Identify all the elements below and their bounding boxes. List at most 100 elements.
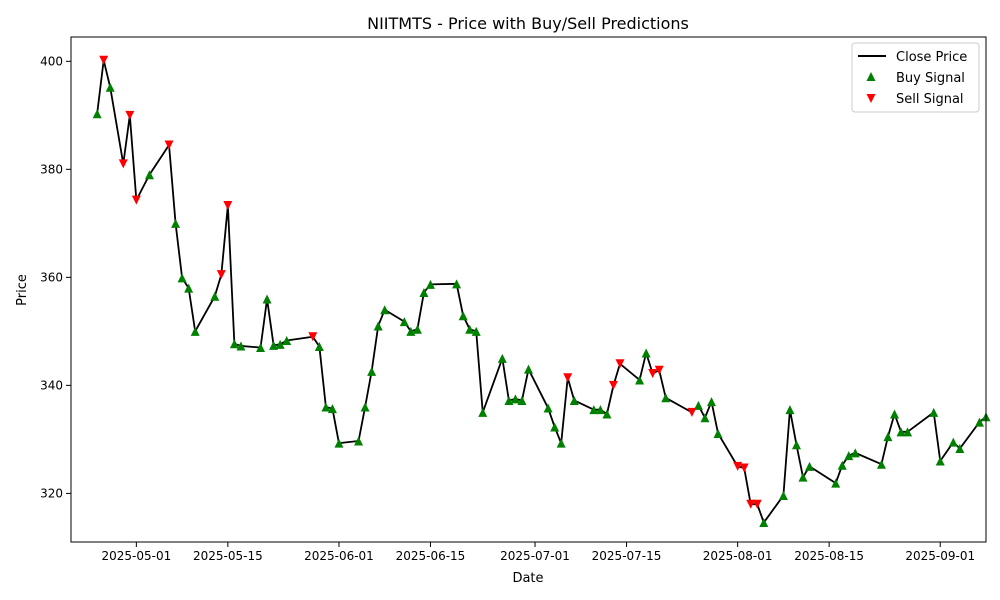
buy-signal-marker (275, 339, 285, 349)
buy-signal-marker (805, 461, 815, 471)
buy-signal-marker (360, 402, 370, 412)
buy-signal-marker (412, 324, 422, 334)
buy-signal-marker (236, 341, 246, 351)
buy-signal-marker (321, 402, 331, 412)
buy-signal-marker (144, 170, 154, 180)
buy-signal-marker (171, 218, 181, 228)
x-tick-label: 2025-08-01 (703, 549, 773, 563)
buy-signal-marker (661, 393, 671, 403)
y-tick-label: 320 (40, 486, 63, 500)
buy-signal-marker (354, 436, 364, 446)
buy-signal-marker (850, 448, 860, 458)
legend-buy-label: Buy Signal (896, 71, 965, 86)
sell-signal-marker (118, 159, 128, 169)
y-axis: 320 340 360 380 400 (40, 54, 71, 500)
close-price-line (96, 59, 987, 524)
sell-signal-marker (746, 499, 756, 509)
x-tick-label: 2025-07-01 (500, 549, 570, 563)
buy-signal-marker (269, 340, 279, 350)
sell-signal-marker (223, 201, 233, 211)
buy-signal-marker (948, 437, 958, 447)
buy-signal-marker (92, 109, 102, 119)
buy-signal-marker (883, 432, 893, 442)
buy-signal-marker (510, 394, 520, 404)
buy-signal-marker (190, 326, 200, 336)
buy-signal-marker (177, 273, 187, 283)
buy-signal-marker (935, 456, 945, 466)
legend-box (851, 42, 980, 113)
legend: Close Price Buy Signal Sell Signal (851, 42, 980, 113)
buy-signal-marker (184, 283, 194, 293)
x-tick-label: 2025-09-01 (905, 549, 975, 563)
buy-signal-marker (785, 405, 795, 415)
buy-signal-marker (373, 321, 383, 331)
buy-signal-marker (707, 397, 716, 407)
buy-signal-marker (791, 440, 801, 450)
sell-signal-marker (733, 461, 743, 471)
x-tick-label: 2025-06-15 (396, 549, 466, 563)
y-tick-label: 400 (40, 54, 63, 68)
buy-signal-marker (425, 279, 435, 289)
buy-signal-marker (955, 444, 965, 454)
chart-title: NIITMTS - Price with Buy/Sell Prediction… (367, 14, 689, 33)
buy-signal-marker (210, 291, 220, 301)
buy-signal-marker (896, 427, 906, 437)
x-axis: 2025-05-01 2025-05-15 2025-06-01 2025-06-15… (101, 542, 975, 563)
buy-signal-marker (635, 375, 645, 385)
buy-signal-marker (262, 294, 272, 304)
sell-signal-marker (308, 332, 318, 342)
legend-sell-label: Sell Signal (896, 92, 964, 107)
y-axis-label: Price (15, 274, 30, 306)
sell-signal-marker (164, 140, 174, 150)
sell-signal-marker (608, 380, 618, 390)
buy-signal-marker (798, 472, 808, 482)
buy-signal-marker (602, 409, 612, 419)
buy-signal-marker (589, 405, 599, 415)
buy-signal-marker (890, 409, 899, 419)
sell-signal-marker (739, 463, 749, 473)
buy-signal-marker (844, 451, 854, 461)
buy-signal-marker (458, 311, 468, 321)
buy-signal-marker (524, 364, 533, 374)
y-tick-label: 360 (40, 270, 63, 284)
buy-signal-marker (471, 326, 481, 336)
legend-sell-marker (866, 94, 876, 103)
buy-signal-marker (550, 422, 560, 432)
buy-signal-marker (556, 438, 566, 448)
buy-signal-marker (380, 305, 390, 315)
sell-signal-marker (648, 368, 658, 378)
buy-signal-marker (974, 417, 984, 427)
sell-signal-marker (687, 407, 697, 417)
buy-signal-marker (569, 395, 579, 405)
buy-signal-marker (478, 407, 488, 417)
buy-signal-marker (256, 343, 266, 353)
y-tick-label: 380 (40, 162, 63, 176)
buy-signal-marker (334, 438, 344, 448)
buy-signal-marker (778, 491, 788, 501)
sell-signal-marker (125, 110, 135, 120)
buy-signal-marker (229, 339, 239, 349)
legend-close-label: Close Price (896, 50, 967, 65)
buy-signal-marker (876, 459, 886, 469)
buy-signal-marker (929, 407, 939, 417)
buy-signal-marker (105, 82, 115, 92)
buy-signal-marker (713, 428, 723, 438)
buy-signal-marker (759, 518, 769, 528)
buy-signal-marker (831, 478, 841, 488)
x-tick-label: 2025-06-01 (304, 549, 374, 563)
x-tick-label: 2025-08-15 (794, 549, 864, 563)
buy-signal-marker (367, 366, 377, 376)
y-tick-label: 340 (40, 378, 63, 392)
plot-frame (70, 36, 987, 543)
sell-signal-marker (563, 373, 573, 383)
buy-signal-marker (452, 279, 462, 289)
buy-signal-marker (282, 336, 292, 346)
sell-signal-marker (131, 195, 141, 205)
sell-signal-marker (615, 359, 625, 369)
legend-buy-marker (866, 72, 876, 81)
sell-signal-marker (216, 270, 226, 280)
buy-signal-marker (314, 341, 324, 351)
buy-signal-marker (517, 395, 527, 405)
buy-signal-marker (595, 405, 605, 415)
